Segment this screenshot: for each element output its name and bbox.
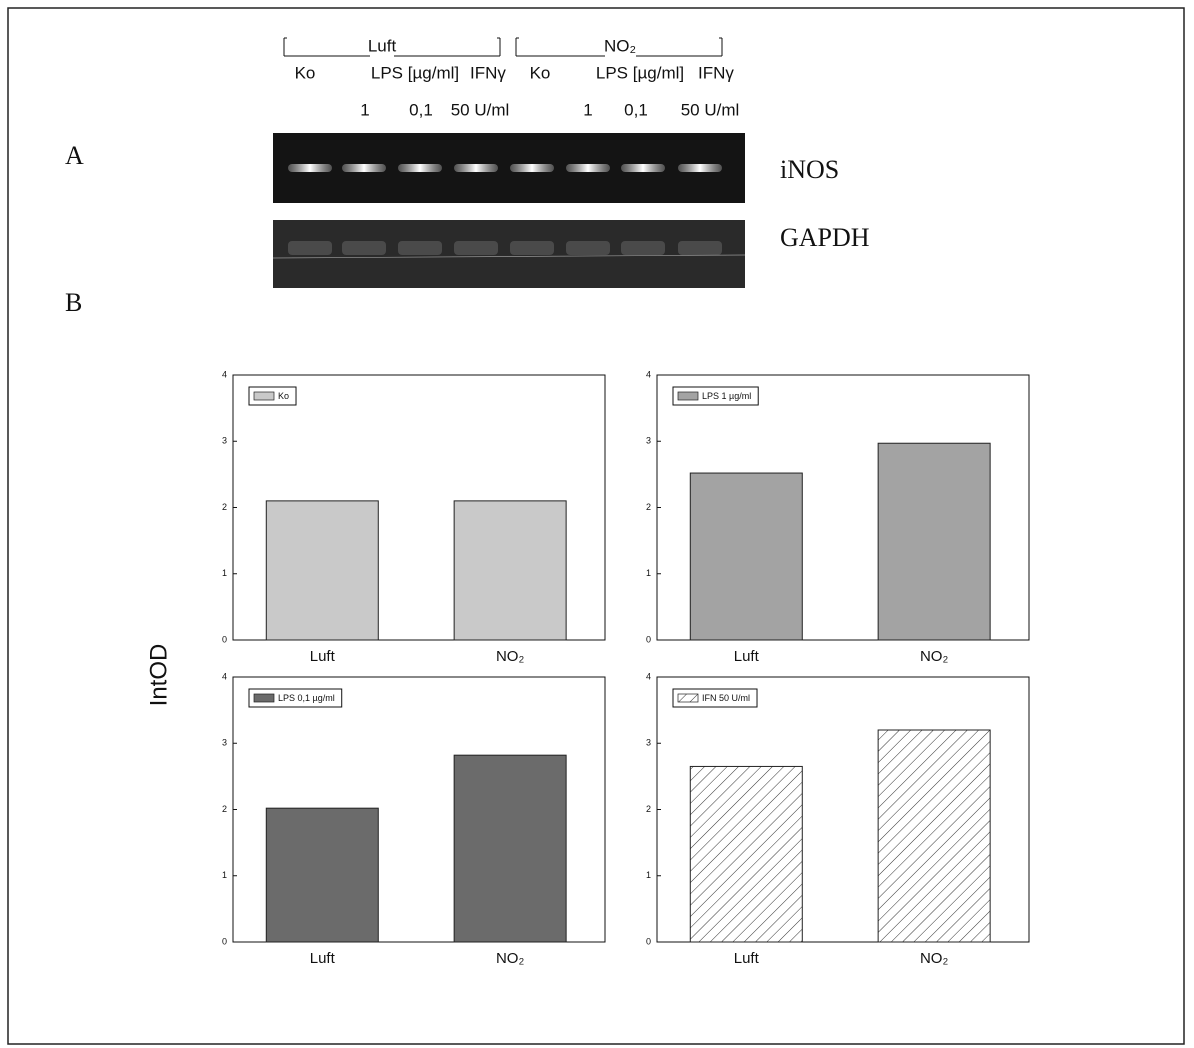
lane-label: Ko — [295, 63, 316, 82]
y-tick-label: 2 — [222, 804, 227, 814]
legend-swatch — [254, 694, 274, 702]
gel-band — [342, 164, 386, 172]
y-tick-label: 1 — [222, 870, 227, 880]
y-tick-label: 4 — [222, 369, 227, 379]
bar — [878, 730, 990, 942]
gel-band — [621, 241, 665, 255]
bar — [266, 808, 378, 942]
dose-label: 50 U/ml — [681, 100, 740, 119]
y-tick-label: 0 — [646, 936, 651, 946]
y-tick-label: 4 — [646, 671, 651, 681]
legend-swatch — [678, 392, 698, 400]
y-tick-label: 2 — [646, 804, 651, 814]
bar — [878, 443, 990, 640]
gel-band — [510, 241, 554, 255]
gel-band — [510, 164, 554, 172]
dose-label: 0,1 — [624, 100, 648, 119]
y-tick-label: 1 — [646, 568, 651, 578]
y-tick-label: 1 — [222, 568, 227, 578]
gel-band — [342, 241, 386, 255]
gel-band — [454, 164, 498, 172]
bar — [690, 766, 802, 942]
legend-label: LPS 1 µg/ml — [702, 391, 751, 401]
y-tick-label: 2 — [646, 502, 651, 512]
group-label: NO₂ — [604, 36, 636, 55]
gel — [273, 133, 745, 288]
y-axis-label: IntOD — [145, 644, 172, 707]
y-tick-label: 0 — [646, 634, 651, 644]
x-tick-label: Luft — [310, 950, 336, 967]
legend-label: IFN 50 U/ml — [702, 693, 750, 703]
gel-band — [288, 164, 332, 172]
lane-label: LPS [µg/ml] — [596, 63, 684, 82]
gel-band — [398, 164, 442, 172]
bar — [454, 755, 566, 942]
x-tick-label: NO₂ — [920, 950, 949, 967]
lane-label: IFNγ — [698, 63, 734, 82]
lane-label: IFNγ — [470, 63, 506, 82]
x-tick-label: Luft — [310, 648, 336, 665]
legend-label: Ko — [278, 391, 289, 401]
y-tick-label: 1 — [646, 870, 651, 880]
lane-label: LPS [µg/ml] — [371, 63, 459, 82]
figure: A B Luft NO₂ iNOS GAPDH IntOD Ko LPS [µg/… — [0, 0, 1194, 1048]
panel-label: A — [65, 141, 84, 170]
gel-band — [678, 241, 722, 255]
legend-swatch — [678, 694, 698, 702]
x-tick-label: Luft — [734, 950, 760, 967]
y-tick-label: 4 — [646, 369, 651, 379]
gel-band — [288, 241, 332, 255]
panel-label: B — [65, 288, 82, 317]
y-tick-label: 2 — [222, 502, 227, 512]
x-tick-label: NO₂ — [920, 648, 949, 665]
y-tick-label: 3 — [646, 738, 651, 748]
bar — [454, 501, 566, 640]
x-tick-label: NO₂ — [496, 950, 525, 967]
gel-band — [678, 164, 722, 172]
gel-band — [566, 164, 610, 172]
gel-row-label: GAPDH — [780, 223, 870, 252]
gel-band — [398, 241, 442, 255]
x-tick-label: Luft — [734, 648, 760, 665]
legend-swatch — [254, 392, 274, 400]
y-tick-label: 3 — [646, 436, 651, 446]
dose-label: 50 U/ml — [451, 100, 510, 119]
dose-label: 0,1 — [409, 100, 433, 119]
gel-band — [454, 241, 498, 255]
x-tick-label: NO₂ — [496, 648, 525, 665]
y-tick-label: 4 — [222, 671, 227, 681]
y-tick-label: 0 — [222, 634, 227, 644]
gel-band — [621, 164, 665, 172]
gel-band — [566, 241, 610, 255]
brackets — [284, 38, 722, 56]
legend-label: LPS 0,1 µg/ml — [278, 693, 335, 703]
dose-label: 1 — [360, 100, 369, 119]
y-tick-label: 0 — [222, 936, 227, 946]
y-tick-label: 3 — [222, 436, 227, 446]
lane-label: Ko — [530, 63, 551, 82]
y-tick-label: 3 — [222, 738, 227, 748]
bar — [266, 501, 378, 640]
bar — [690, 473, 802, 640]
group-label: Luft — [368, 36, 397, 55]
dose-label: 1 — [583, 100, 592, 119]
gel-row-label: iNOS — [780, 155, 839, 184]
